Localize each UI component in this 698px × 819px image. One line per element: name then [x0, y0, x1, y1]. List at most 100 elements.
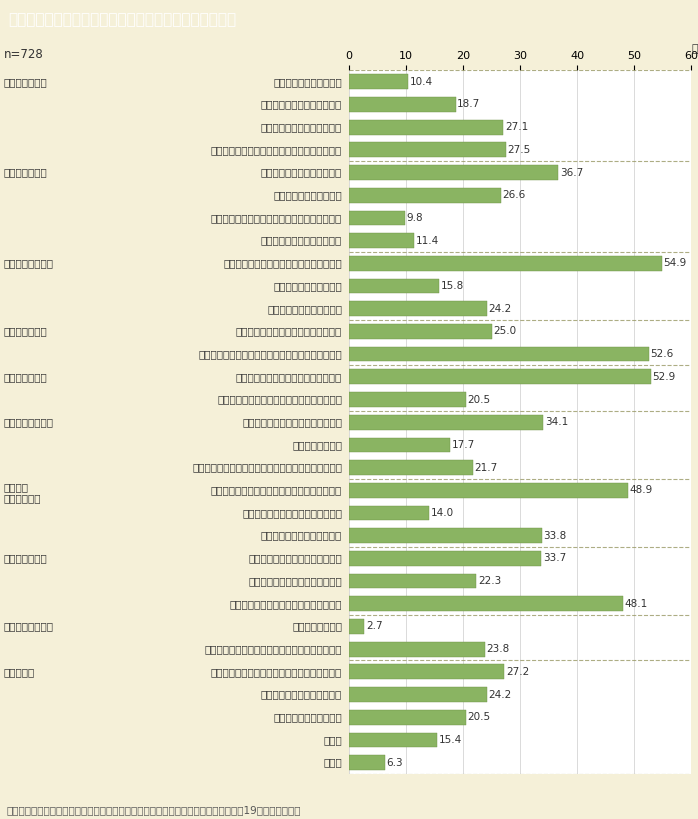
Text: 10.4: 10.4 — [410, 77, 433, 87]
Bar — [349, 346, 649, 361]
Text: 11.4: 11.4 — [416, 236, 439, 246]
Text: お金がなくて病院での治療等を受けられない: お金がなくて病院での治療等を受けられない — [217, 395, 342, 405]
Bar — [349, 75, 408, 89]
Text: 23.8: 23.8 — [487, 644, 510, 654]
Text: 子どもを相手のもとから取り戻すことや子どもの親権: 子どもを相手のもとから取り戻すことや子どもの親権 — [192, 463, 342, 473]
Text: 6.3: 6.3 — [387, 758, 403, 767]
Text: 当面の生活をするために必要なお金がない: 当面の生活をするために必要なお金がない — [223, 258, 342, 269]
Text: 9.8: 9.8 — [406, 213, 423, 223]
Text: n=728: n=728 — [3, 48, 43, 61]
Bar — [349, 710, 466, 725]
Text: 【健康のこと】: 【健康のこと】 — [3, 372, 47, 382]
Text: どのように就職活動をすればよいかわからない: どのように就職活動をすればよいかわからない — [211, 213, 342, 223]
Text: 17.7: 17.7 — [452, 440, 475, 450]
Text: 25.0: 25.0 — [493, 327, 517, 337]
Bar — [349, 256, 662, 271]
Text: 生活保護が受けられない: 生活保護が受けられない — [274, 281, 342, 291]
Bar — [349, 573, 476, 588]
Text: 無回答: 無回答 — [323, 758, 342, 767]
Bar — [349, 437, 450, 452]
Text: 52.6: 52.6 — [651, 349, 674, 359]
Text: どうすれば自立して生活できるのか情報がない: どうすれば自立して生活できるのか情報がない — [211, 667, 342, 676]
Text: 27.2: 27.2 — [506, 667, 529, 676]
Text: 48.1: 48.1 — [625, 599, 648, 609]
Text: 20.5: 20.5 — [468, 395, 491, 405]
Text: 54.9: 54.9 — [664, 258, 687, 269]
Text: 21.7: 21.7 — [475, 463, 498, 473]
Text: 子どもの問題行動: 子どもの問題行動 — [292, 440, 342, 450]
Text: 52.9: 52.9 — [652, 372, 676, 382]
Text: 相談できる人が周りにいない: 相談できる人が周りにいない — [261, 690, 342, 699]
Text: 民間賃貸住宅に入居するための保証人がいない: 民間賃貸住宅に入居するための保証人がいない — [211, 145, 342, 155]
Text: 裁判や調停に時間やエネルギー，お金を要する: 裁判や調停に時間やエネルギー，お金を要する — [211, 486, 342, 495]
Text: 【裁判・: 【裁判・ — [3, 482, 29, 492]
Text: 調停のこと】: 調停のこと】 — [3, 493, 41, 503]
Text: 24.2: 24.2 — [489, 304, 512, 314]
Bar — [349, 97, 456, 112]
Bar — [349, 392, 466, 407]
Text: 27.5: 27.5 — [507, 145, 530, 155]
Text: その他: その他 — [323, 735, 342, 745]
Bar — [349, 301, 487, 316]
Text: 33.8: 33.8 — [543, 531, 567, 541]
Text: 公的施設に入所できない: 公的施設に入所できない — [274, 77, 342, 87]
Text: 【経済的なこと】: 【経済的なこと】 — [3, 258, 54, 269]
Text: 26.6: 26.6 — [503, 190, 526, 201]
Bar — [349, 642, 484, 657]
Bar — [349, 460, 473, 475]
Text: 24.2: 24.2 — [489, 690, 512, 699]
Text: 【その他】: 【その他】 — [3, 667, 35, 676]
Text: 36.7: 36.7 — [560, 168, 583, 178]
Text: 33.7: 33.7 — [543, 554, 566, 563]
Bar — [349, 687, 487, 702]
Text: 22.3: 22.3 — [478, 576, 501, 586]
Text: 【支援者のこと】: 【支援者のこと】 — [3, 622, 54, 631]
Bar — [349, 120, 503, 134]
Text: 27.1: 27.1 — [505, 122, 528, 132]
Bar — [349, 619, 364, 634]
Text: 相手からの追跡や嫌がらせがある: 相手からの追跡や嫌がらせがある — [248, 554, 342, 563]
Bar — [349, 188, 500, 202]
Text: （%）: （%） — [691, 43, 698, 52]
Text: 母国語が通じない: 母国語が通じない — [292, 622, 342, 631]
Text: 【手続のこと】: 【手続のこと】 — [3, 327, 47, 337]
Text: 【相手のこと】: 【相手のこと】 — [3, 554, 47, 563]
Text: 住所を知られないようにするため住民票を移せない: 住所を知られないようにするため住民票を移せない — [198, 349, 342, 359]
Text: 相手が子どもとの面会を要求する: 相手が子どもとの面会を要求する — [248, 576, 342, 586]
Bar — [349, 528, 542, 543]
Bar — [349, 596, 623, 611]
Bar — [349, 551, 541, 566]
Text: 適当な就職先が見つからない: 適当な就職先が見つからない — [261, 168, 342, 178]
Text: 20.5: 20.5 — [468, 713, 491, 722]
Text: 保護命令の申し立て手続がめんどう: 保護命令の申し立て手続がめんどう — [242, 508, 342, 518]
Text: 18.7: 18.7 — [457, 99, 480, 110]
Bar — [349, 732, 437, 747]
Bar — [349, 369, 651, 384]
Text: 【住居のこと】: 【住居のこと】 — [3, 77, 47, 87]
Text: 子どもの就学や保育所に関すること: 子どもの就学や保育所に関すること — [242, 417, 342, 428]
Text: 新しい環境になじめない: 新しい環境になじめない — [274, 713, 342, 722]
Text: 健康保険や年金などの手続がめんどう: 健康保険や年金などの手続がめんどう — [236, 327, 342, 337]
Bar — [349, 324, 491, 339]
Text: （備考）内閣府「配偶者からの暴力の被害者の自立支援等に関する調査結果」（平成19年）より作成。: （備考）内閣府「配偶者からの暴力の被害者の自立支援等に関する調査結果」（平成19… — [7, 805, 302, 815]
Bar — [349, 233, 414, 248]
Bar — [349, 505, 429, 520]
Text: 15.8: 15.8 — [440, 281, 464, 291]
Text: 就職に必要な技能がない: 就職に必要な技能がない — [274, 190, 342, 201]
Text: 14.0: 14.0 — [431, 508, 454, 518]
Text: 第１－５－２図　離れて生活を始めるに当たっての困難: 第１－５－２図 離れて生活を始めるに当たっての困難 — [8, 12, 237, 27]
Bar — [349, 210, 405, 225]
Text: 48.9: 48.9 — [630, 486, 653, 495]
Bar — [349, 278, 439, 293]
Text: 就職に必要な保証人がいない: 就職に必要な保証人がいない — [261, 236, 342, 246]
Text: 自分の体調や気持ちが回復していない: 自分の体調や気持ちが回復していない — [236, 372, 342, 382]
Bar — [349, 755, 385, 770]
Text: 【子どものこと】: 【子どものこと】 — [3, 417, 54, 428]
Text: 34.1: 34.1 — [545, 417, 568, 428]
Text: 相手が離婚に応じてくれない: 相手が離婚に応じてくれない — [261, 531, 342, 541]
Text: 児童扶養手当がもらえない: 児童扶養手当がもらえない — [267, 304, 342, 314]
Text: 相手が怖くて家に荷物を取りに行けない: 相手が怖くて家に荷物を取りに行けない — [230, 599, 342, 609]
Text: 公的賃貸住宅に入居できない: 公的賃貸住宅に入居できない — [261, 122, 342, 132]
Text: 2.7: 2.7 — [366, 622, 383, 631]
Bar — [349, 483, 628, 498]
